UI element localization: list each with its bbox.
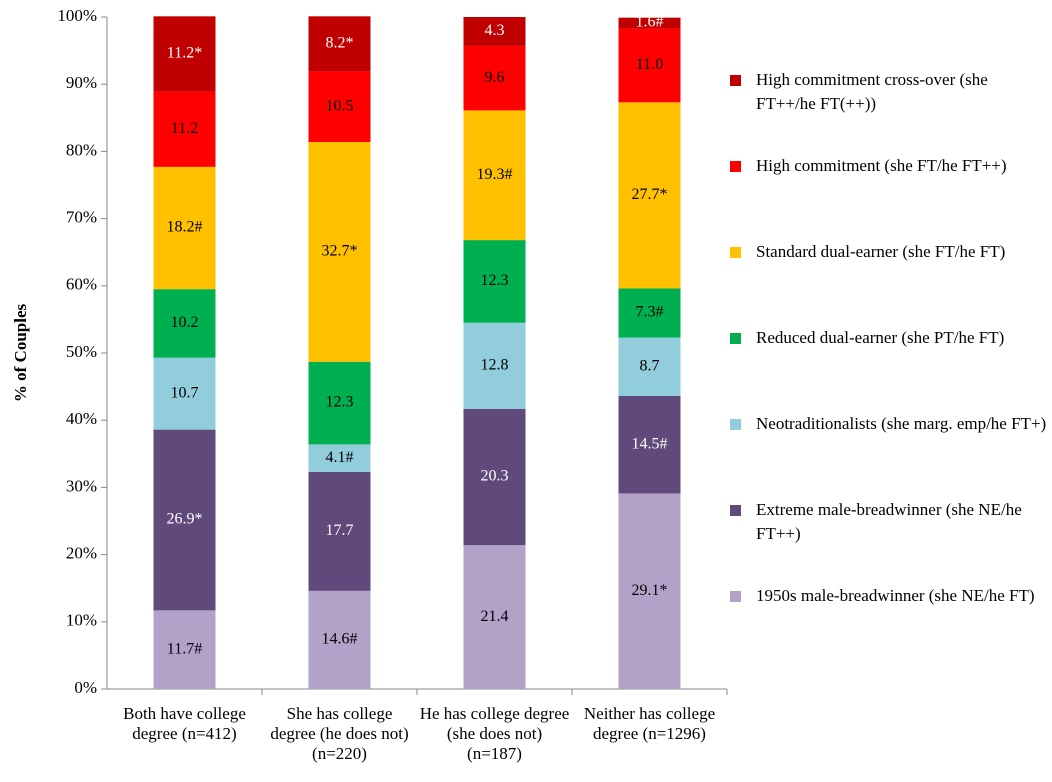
data-label: 18.2# [167,219,203,236]
legend-item: Standard dual-earner (she FT/he FT) [730,240,1050,264]
legend-swatch [730,247,741,258]
legend-swatch [730,333,741,344]
y-tick-label: 50% [66,342,97,361]
bar-segment [308,71,371,142]
legend-swatch [730,419,741,430]
bar-segment [153,16,216,92]
data-label: 11.2* [167,45,202,62]
bar-segment [153,610,216,689]
data-label: 8.7 [640,357,660,374]
legend-item: 1950s male-breadwinner (she NE/he FT) [730,584,1050,608]
legend-item: High commitment cross-over (she FT++/he … [730,68,1050,116]
bar-segment [308,361,371,445]
y-tick-label: 90% [66,73,97,92]
bar-segment [308,16,371,72]
bar-segment [463,240,526,323]
bar-segment [308,141,371,362]
x-tick-label: He has college degree (she does not) (n=… [419,704,570,763]
data-label: 29.1* [632,582,668,599]
bar-segment [153,357,216,430]
y-tick-label: 100% [57,6,97,25]
bar-segment [463,322,526,409]
bar-segment [153,289,216,358]
y-tick-label: 10% [66,611,97,630]
bar-segment [618,17,681,29]
data-label: 12.3 [326,394,354,411]
x-tick-label: She has college degree (he does not) (n=… [270,704,409,763]
data-label: 11.7# [167,640,202,657]
bar-segment [463,545,526,689]
y-tick-label: 20% [66,544,97,563]
bar-segment [463,110,526,241]
data-label: 12.3 [481,272,509,289]
data-label: 11.2 [171,120,198,137]
legend-swatch [730,161,741,172]
bar-segment [618,493,681,689]
bar-segment [463,17,526,46]
data-label: 4.3 [485,22,505,39]
legend-label: Extreme male-breadwinner (she NE/he FT++… [756,500,1022,543]
data-label: 32.7* [322,243,358,260]
legend-swatch [730,75,741,86]
legend-label: High commitment (she FT/he FT++) [756,156,1007,175]
legend-swatch [730,505,741,516]
data-label: 10.2 [171,314,199,331]
bar-segment [308,590,371,689]
bar-segment [618,288,681,338]
data-label: 7.3# [636,304,664,321]
data-label: 21.4 [481,608,509,625]
legend-swatch [730,591,741,602]
bar-segment [153,429,216,611]
bar-segment [153,91,216,167]
legend-item: Extreme male-breadwinner (she NE/he FT++… [730,498,1050,546]
legend-label: Neotraditionalists (she marg. emp/he FT+… [756,414,1047,433]
legend-label: Reduced dual-earner (she PT/he FT) [756,328,1005,347]
y-tick-label: 60% [66,275,97,294]
data-label: 20.3 [481,468,509,485]
legend-item: Neotraditionalists (she marg. emp/he FT+… [730,412,1050,436]
data-label: 12.8 [481,356,509,373]
data-label: 10.5 [326,97,354,114]
data-label: 26.9* [167,511,203,528]
data-label: 14.5# [632,435,668,452]
bar-segment [618,102,681,289]
y-tick-label: 40% [66,409,97,428]
y-axis-label: % of Couples [11,304,30,403]
data-label: 11.0 [636,56,663,73]
y-tick-label: 30% [66,476,97,495]
legend-label: Standard dual-earner (she FT/he FT) [756,242,1006,261]
y-tick-label: 0% [74,678,97,697]
data-label: 17.7 [326,522,354,539]
legend-item: High commitment (she FT/he FT++) [730,154,1050,178]
data-label: 10.7 [171,384,199,401]
data-label: 9.6 [485,69,505,86]
data-label: 4.1# [326,449,354,466]
bar-segment [308,444,371,472]
x-tick-label: Neither has college degree (n=1296) [583,704,716,743]
data-label: 8.2* [326,35,354,52]
bar-segment [308,471,371,591]
y-tick-label: 70% [66,208,97,227]
data-label: 27.7* [632,186,668,203]
bar-segment [618,28,681,103]
bar-segment [618,337,681,397]
data-label: 1.6# [636,14,664,31]
legend-item: Reduced dual-earner (she PT/he FT) [730,326,1050,350]
bar-segment [463,408,526,546]
y-tick-label: 80% [66,140,97,159]
x-tick-label: Both have college degree (n=412) [123,704,246,743]
bar-segment [463,45,526,111]
bar-segment [153,166,216,290]
legend-label: High commitment cross-over (she FT++/he … [756,70,988,113]
legend-label: 1950s male-breadwinner (she NE/he FT) [756,586,1035,605]
data-label: 14.6# [322,631,358,648]
data-label: 19.3# [477,166,513,183]
bar-segment [618,396,681,494]
